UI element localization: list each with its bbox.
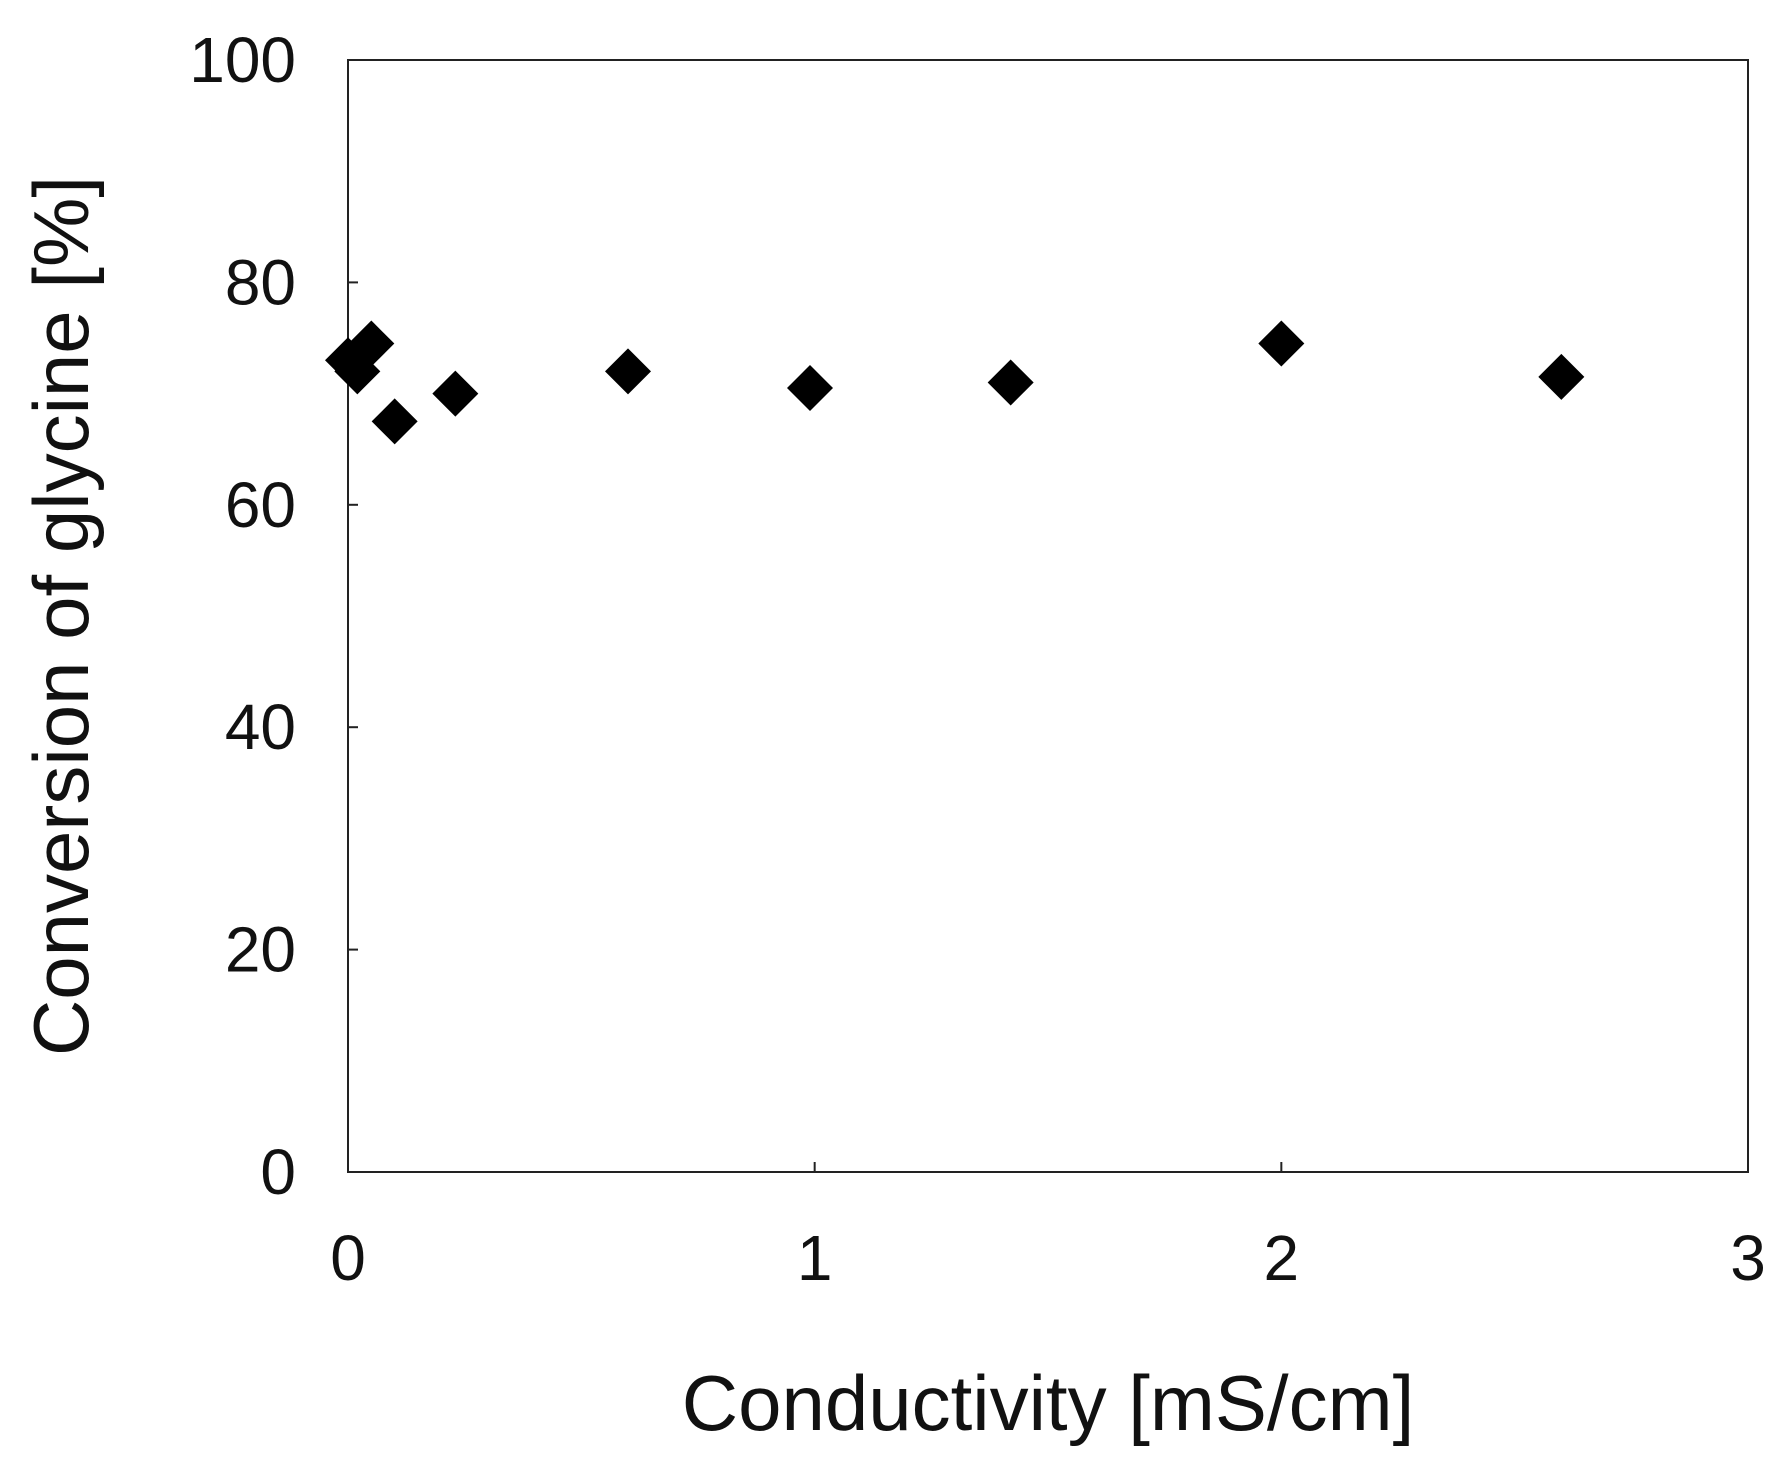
x-tick-label: 2 xyxy=(1264,1222,1300,1294)
x-tick-label: 0 xyxy=(330,1222,366,1294)
y-tick-label: 60 xyxy=(225,469,296,541)
data-points xyxy=(325,320,1585,445)
y-axis-label: Conversion of glycine [%] xyxy=(17,176,105,1056)
y-tick-label: 80 xyxy=(225,246,296,318)
data-point xyxy=(1538,353,1585,400)
plot-frame xyxy=(347,59,1749,1173)
data-point xyxy=(1258,320,1305,367)
y-tick-label: 20 xyxy=(225,914,296,986)
x-axis-ticks: 0 1 2 3 xyxy=(330,1162,1766,1294)
x-axis-label: Conductivity [mS/cm] xyxy=(682,1359,1415,1447)
data-point xyxy=(787,365,833,412)
y-tick-label: 100 xyxy=(189,24,296,96)
y-axis-ticks: 0 20 40 60 80 100 xyxy=(189,24,358,1208)
data-point xyxy=(432,370,479,417)
data-point xyxy=(605,348,651,395)
x-tick-label: 3 xyxy=(1730,1222,1766,1294)
y-tick-label: 0 xyxy=(260,1136,296,1208)
data-point xyxy=(348,320,395,367)
data-point xyxy=(987,359,1034,406)
x-tick-label: 1 xyxy=(797,1222,833,1294)
y-tick-label: 40 xyxy=(225,691,296,763)
data-point xyxy=(371,398,418,445)
